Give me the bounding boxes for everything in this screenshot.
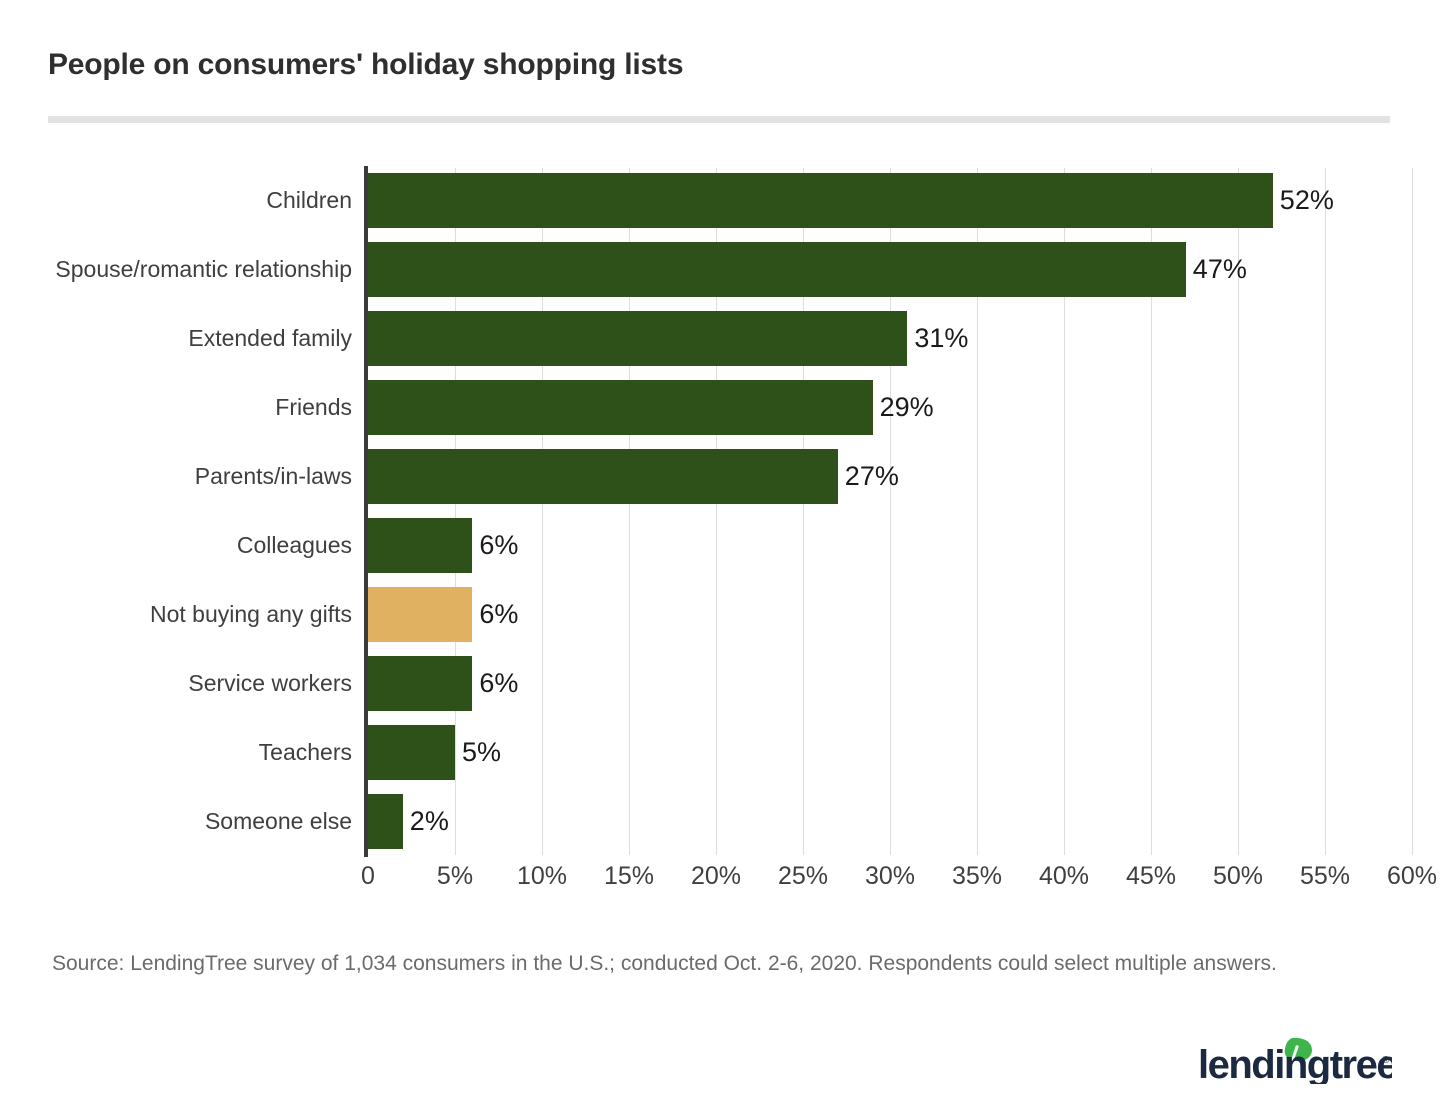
bar[interactable] xyxy=(368,173,1273,228)
x-tick-label: 50% xyxy=(1212,862,1264,890)
category-label: Service workers xyxy=(188,670,352,696)
title-divider xyxy=(48,116,1390,123)
gridline xyxy=(455,168,456,855)
lendingtree-logo: lendingtree ® xyxy=(1196,1036,1399,1087)
bar-row[interactable]: 2% xyxy=(368,794,449,849)
bar-row[interactable]: 6% xyxy=(368,518,518,573)
bar[interactable] xyxy=(368,242,1186,297)
x-tick-label: 60% xyxy=(1386,862,1438,890)
gridline xyxy=(803,168,804,855)
plot-area: 52% 47% 31% 29% 27% 6% 6% 6% 5% 2% xyxy=(368,168,1413,855)
bar-value-label: 52% xyxy=(1279,185,1334,215)
bar-value-label: 27% xyxy=(844,461,899,491)
x-tick-label: 25% xyxy=(777,862,829,890)
category-label: Colleagues xyxy=(236,532,352,558)
x-tick-label: 45% xyxy=(1125,862,1177,890)
bar-value-label: 31% xyxy=(914,323,969,353)
bar[interactable] xyxy=(368,311,908,366)
category-label: Extended family xyxy=(188,325,352,351)
category-label: Parents/in-laws xyxy=(194,463,352,489)
bar-highlighted[interactable] xyxy=(368,587,473,642)
bar-row[interactable]: 47% xyxy=(368,242,1247,297)
bar[interactable] xyxy=(368,449,838,504)
bar-row[interactable]: 6% xyxy=(368,656,518,711)
category-label: Spouse/romantic relationship xyxy=(55,256,352,282)
category-label: Someone else xyxy=(204,808,352,834)
logo-registered-mark: ® xyxy=(1382,1055,1390,1066)
leaf-icon xyxy=(1284,1037,1312,1062)
x-tick-label: 15% xyxy=(603,862,655,890)
bar-value-label: 5% xyxy=(462,737,502,767)
x-tick-label: 5% xyxy=(436,862,474,890)
x-tick-label: 20% xyxy=(690,862,742,890)
bar-value-label: 6% xyxy=(479,668,519,698)
source-note: Source: LendingTree survey of 1,034 cons… xyxy=(52,952,1277,975)
bar[interactable] xyxy=(368,725,455,780)
logo-wordmark: lendingtree xyxy=(1198,1043,1392,1084)
bar-row[interactable]: 52% xyxy=(368,173,1334,228)
page-title: People on consumers' holiday shopping li… xyxy=(48,48,684,81)
category-label: Children xyxy=(266,187,352,213)
bar-value-label: 2% xyxy=(409,806,449,836)
gridline xyxy=(1325,168,1326,855)
gridline xyxy=(977,168,978,855)
bar[interactable] xyxy=(368,380,873,435)
x-tick-label: 35% xyxy=(951,862,1003,890)
gridline xyxy=(1238,168,1239,855)
lendingtree-logo-svg: lendingtree ® xyxy=(1198,1037,1399,1087)
bar-row[interactable]: 29% xyxy=(368,380,934,435)
bar[interactable] xyxy=(368,794,403,849)
gridline xyxy=(629,168,630,855)
bar-value-label: 6% xyxy=(479,599,519,629)
gridline xyxy=(890,168,891,855)
bar[interactable] xyxy=(368,518,473,573)
y-axis-line xyxy=(364,166,368,857)
gridline xyxy=(1151,168,1152,855)
x-tick-label: 10% xyxy=(516,862,568,890)
gridline xyxy=(716,168,717,855)
bar-row[interactable]: 31% xyxy=(368,311,968,366)
category-label: Not buying any gifts xyxy=(149,601,352,627)
x-tick-label: 0 xyxy=(361,862,375,890)
bar-value-label: 6% xyxy=(479,530,519,560)
bar-value-label: 47% xyxy=(1192,254,1247,284)
bar-row[interactable]: 27% xyxy=(368,449,899,504)
x-tick-label: 30% xyxy=(864,862,916,890)
bar-row[interactable]: 5% xyxy=(368,725,501,780)
gridline xyxy=(542,168,543,855)
gridline xyxy=(1412,168,1413,855)
bar[interactable] xyxy=(368,656,473,711)
category-label: Friends xyxy=(275,394,352,420)
x-tick-label: 55% xyxy=(1299,862,1351,890)
bar-row[interactable]: 6% xyxy=(368,587,518,642)
x-tick-label: 40% xyxy=(1038,862,1090,890)
gridline xyxy=(1064,168,1065,855)
bar-value-label: 29% xyxy=(879,392,934,422)
category-label: Teachers xyxy=(258,739,352,765)
